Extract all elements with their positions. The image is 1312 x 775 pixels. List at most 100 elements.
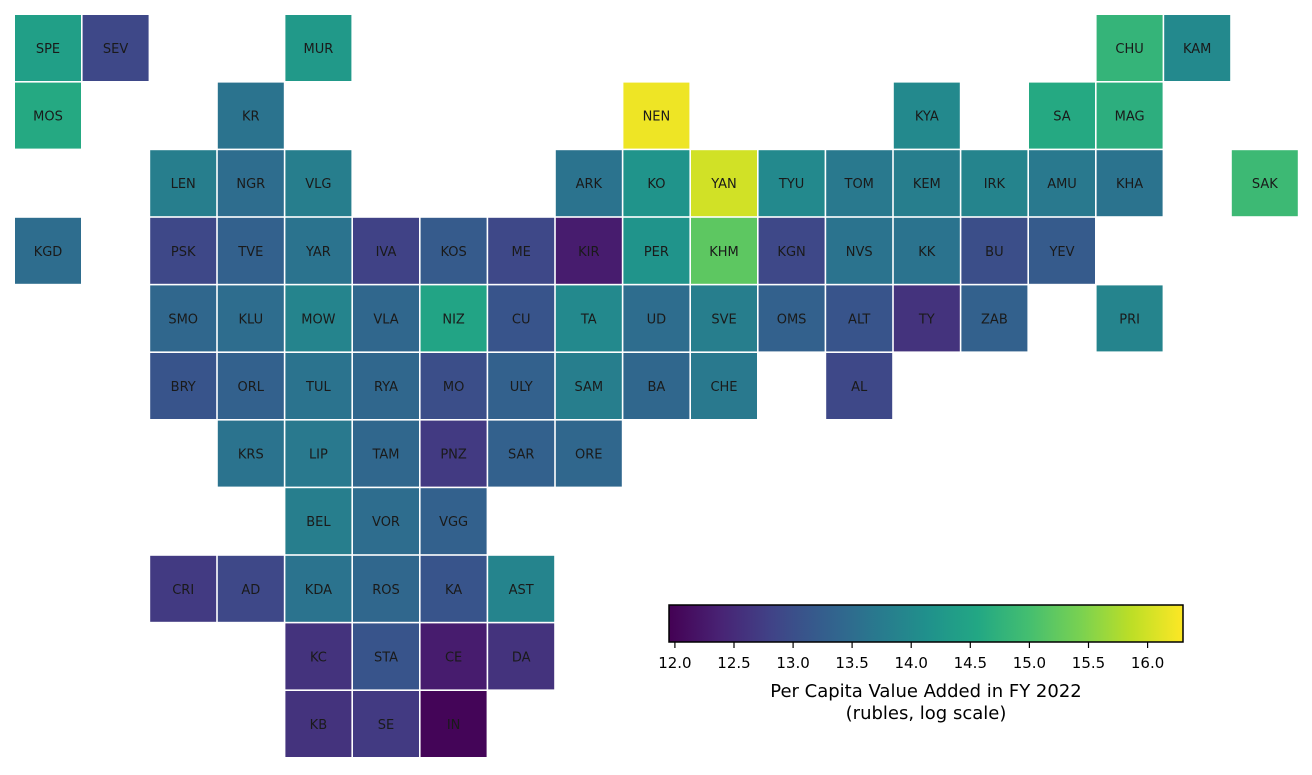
region-tile-mo: MO bbox=[420, 353, 487, 419]
tile-cell bbox=[826, 217, 893, 284]
region-tile-kk: KK bbox=[893, 217, 960, 284]
tile-label: ARK bbox=[576, 177, 603, 192]
tile-label: KO bbox=[647, 177, 665, 192]
tile-label: NVS bbox=[846, 245, 873, 260]
tile-cell bbox=[961, 217, 1028, 284]
tile-label: MOW bbox=[301, 312, 335, 327]
tile-cell bbox=[217, 285, 284, 352]
tile-label: BRY bbox=[171, 380, 196, 395]
tile-label: TUL bbox=[305, 380, 331, 395]
region-tile-ty: TY bbox=[893, 285, 960, 352]
tile-cell bbox=[353, 285, 419, 352]
tile-cell bbox=[555, 353, 622, 419]
region-tile-tyu: TYU bbox=[758, 150, 825, 217]
region-tile-da: DA bbox=[488, 623, 555, 690]
tile-label: TAM bbox=[371, 448, 399, 463]
region-tile-bel: BEL bbox=[285, 488, 352, 555]
region-tile-tul: TUL bbox=[285, 353, 352, 419]
region-tile-se: SE bbox=[353, 691, 419, 757]
colorbar-label-units: (rubles, log scale) bbox=[846, 703, 1007, 724]
tile-cell bbox=[623, 150, 690, 217]
region-tile-kb: KB bbox=[285, 691, 352, 757]
tile-label: BA bbox=[647, 380, 665, 395]
tile-cell bbox=[893, 217, 960, 284]
tile-cell bbox=[217, 420, 284, 487]
tile-cell bbox=[1096, 82, 1163, 149]
tile-label: IRK bbox=[984, 177, 1006, 192]
tile-cell bbox=[488, 285, 555, 352]
tile-label: KGN bbox=[777, 245, 805, 260]
region-tile-kir: KIR bbox=[555, 217, 622, 284]
tile-label: PER bbox=[644, 245, 669, 260]
tile-label: TVE bbox=[237, 245, 263, 260]
tile-cell bbox=[150, 150, 217, 217]
region-tile-sev: SEV bbox=[82, 15, 149, 81]
tile-cell bbox=[285, 420, 352, 487]
region-tile-yev: YEV bbox=[1029, 217, 1095, 284]
tile-label: DA bbox=[512, 650, 531, 665]
region-tile-vgg: VGG bbox=[420, 488, 487, 555]
region-tile-khm: KHM bbox=[691, 217, 757, 284]
region-tile-alt: ALT bbox=[826, 285, 893, 352]
region-tile-kha: KHA bbox=[1096, 150, 1163, 217]
tile-label: SAM bbox=[574, 380, 603, 395]
tile-label: MO bbox=[443, 380, 464, 395]
colorbar-tick-label: 15.0 bbox=[1013, 654, 1046, 672]
tile-cell bbox=[217, 217, 284, 284]
tile-cell bbox=[555, 285, 622, 352]
region-tile-sam: SAM bbox=[555, 353, 622, 419]
tile-label: MAG bbox=[1115, 110, 1145, 125]
region-tile-ore: ORE bbox=[555, 420, 622, 487]
tile-cell bbox=[555, 420, 622, 487]
tile-cell bbox=[691, 353, 757, 419]
tile-cell bbox=[353, 353, 419, 419]
region-tile-cu: CU bbox=[488, 285, 555, 352]
tile-label: KHA bbox=[1116, 177, 1143, 192]
region-tile-yan: YAN bbox=[691, 150, 757, 217]
tile-cell bbox=[217, 82, 284, 149]
tile-label: KHM bbox=[709, 245, 739, 260]
tile-label: YAR bbox=[305, 245, 331, 260]
tile-cell bbox=[15, 15, 81, 81]
tile-label: VOR bbox=[372, 515, 400, 530]
region-tile-nvs: NVS bbox=[826, 217, 893, 284]
tile-cell bbox=[217, 353, 284, 419]
region-tile-ko: KO bbox=[623, 150, 690, 217]
tile-cell bbox=[285, 555, 352, 622]
tile-label: PNZ bbox=[440, 448, 467, 463]
tile-label: SA bbox=[1053, 110, 1070, 125]
tile-label: AMU bbox=[1047, 177, 1077, 192]
tile-label: SAR bbox=[508, 448, 534, 463]
region-tile-nen: NEN bbox=[623, 82, 690, 149]
region-tile-ast: AST bbox=[488, 555, 555, 622]
region-tile-ark: ARK bbox=[555, 150, 622, 217]
tile-cell bbox=[893, 82, 960, 149]
tile-cell bbox=[623, 353, 690, 419]
colorbar: 12.0 12.5 13.0 13.5 14.0 14.5 15.0 15.5 16.0 Per… bbox=[658, 604, 1184, 724]
tile-label: ROS bbox=[372, 583, 400, 598]
region-tile-al: AL bbox=[826, 353, 893, 419]
tile-label: AL bbox=[851, 380, 868, 395]
tile-label: NIZ bbox=[442, 312, 465, 327]
tile-cell bbox=[758, 217, 825, 284]
tile-cell bbox=[420, 691, 487, 757]
tile-label: LEN bbox=[171, 177, 196, 192]
region-tile-vor: VOR bbox=[353, 488, 419, 555]
region-tile-mur: MUR bbox=[285, 15, 352, 81]
tile-label: BEL bbox=[306, 515, 331, 530]
tile-cell bbox=[420, 285, 487, 352]
tile-cell bbox=[150, 217, 217, 284]
region-tile-mag: MAG bbox=[1096, 82, 1163, 149]
region-tile-sta: STA bbox=[353, 623, 419, 690]
tile-label: PRI bbox=[1119, 312, 1140, 327]
tile-label: KEM bbox=[913, 177, 941, 192]
tile-cell bbox=[285, 285, 352, 352]
region-tile-orl: ORL bbox=[217, 353, 284, 419]
tile-label: RYA bbox=[374, 380, 398, 395]
region-tile-kgd: KGD bbox=[15, 217, 81, 284]
tile-label: YEV bbox=[1048, 245, 1074, 260]
tile-label: VGG bbox=[439, 515, 468, 530]
tile-cell bbox=[826, 285, 893, 352]
tile-label: KK bbox=[918, 245, 936, 260]
tile-label: KYA bbox=[915, 110, 939, 125]
